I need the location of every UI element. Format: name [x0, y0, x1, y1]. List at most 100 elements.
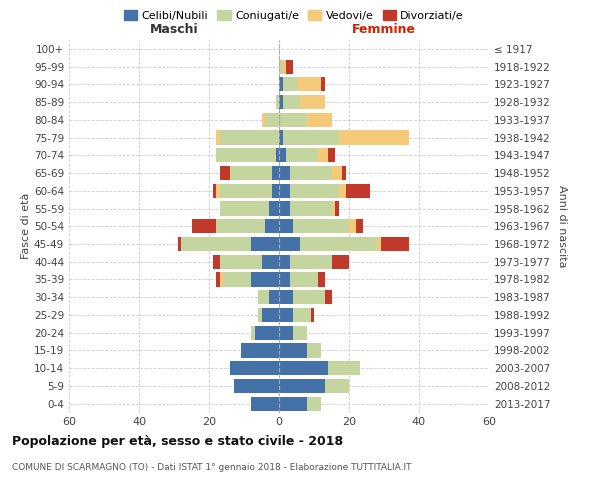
Bar	[331, 254, 349, 269]
Bar	[279, 361, 328, 375]
Bar	[286, 148, 317, 162]
Bar	[346, 184, 370, 198]
Bar	[380, 237, 409, 251]
Bar	[290, 184, 338, 198]
Bar	[220, 184, 272, 198]
Bar	[279, 202, 290, 215]
Bar	[290, 202, 331, 215]
Bar	[212, 254, 220, 269]
Bar	[279, 326, 293, 340]
Text: Femmine: Femmine	[352, 24, 416, 36]
Bar	[307, 344, 321, 357]
Bar	[279, 290, 293, 304]
Bar	[279, 379, 325, 393]
Bar	[220, 202, 269, 215]
Bar	[269, 290, 279, 304]
Bar	[216, 219, 265, 234]
Bar	[279, 60, 283, 74]
Y-axis label: Fasce di età: Fasce di età	[21, 193, 31, 260]
Bar	[279, 95, 283, 109]
Bar	[279, 308, 293, 322]
Bar	[283, 60, 286, 74]
Bar	[342, 166, 346, 180]
Legend: Celibi/Nubili, Coniugati/e, Vedovi/e, Divorziati/e: Celibi/Nubili, Coniugati/e, Vedovi/e, Di…	[119, 6, 469, 25]
Bar	[275, 148, 279, 162]
Bar	[258, 308, 262, 322]
Bar	[279, 130, 283, 144]
Bar	[258, 290, 269, 304]
Bar	[283, 130, 338, 144]
Bar	[269, 202, 279, 215]
Bar	[223, 272, 251, 286]
Bar	[178, 237, 181, 251]
Bar	[191, 219, 216, 234]
Bar	[216, 184, 220, 198]
Bar	[275, 95, 279, 109]
Bar	[293, 290, 325, 304]
Bar	[338, 184, 346, 198]
Bar	[262, 308, 279, 322]
Bar	[290, 272, 317, 286]
Bar	[290, 166, 331, 180]
Bar	[279, 77, 283, 92]
Bar	[317, 148, 328, 162]
Bar	[265, 112, 279, 127]
Bar	[331, 166, 342, 180]
Bar	[349, 219, 356, 234]
Bar	[300, 237, 377, 251]
Bar	[293, 326, 307, 340]
Bar	[220, 166, 230, 180]
Bar	[279, 148, 286, 162]
Bar	[293, 308, 311, 322]
Bar	[331, 202, 335, 215]
Bar	[279, 344, 307, 357]
Text: Popolazione per età, sesso e stato civile - 2018: Popolazione per età, sesso e stato civil…	[12, 435, 343, 448]
Bar	[283, 95, 300, 109]
Bar	[265, 219, 279, 234]
Bar	[307, 396, 321, 410]
Bar	[212, 184, 216, 198]
Bar	[279, 112, 307, 127]
Bar	[181, 237, 251, 251]
Bar	[279, 219, 293, 234]
Bar	[251, 237, 279, 251]
Bar	[279, 254, 290, 269]
Bar	[335, 202, 338, 215]
Bar	[307, 112, 331, 127]
Bar	[230, 361, 279, 375]
Bar	[296, 77, 321, 92]
Bar	[338, 130, 409, 144]
Bar	[321, 77, 325, 92]
Bar	[356, 219, 363, 234]
Y-axis label: Anni di nascita: Anni di nascita	[557, 185, 567, 268]
Bar	[220, 130, 279, 144]
Bar	[328, 361, 359, 375]
Bar	[279, 184, 290, 198]
Bar	[262, 112, 265, 127]
Bar	[279, 237, 300, 251]
Bar	[300, 95, 325, 109]
Bar	[272, 166, 279, 180]
Bar	[328, 148, 335, 162]
Bar	[311, 308, 314, 322]
Bar	[272, 184, 279, 198]
Bar	[216, 148, 275, 162]
Bar	[377, 237, 380, 251]
Bar	[216, 272, 220, 286]
Bar	[317, 272, 325, 286]
Bar	[254, 326, 279, 340]
Bar	[286, 60, 293, 74]
Bar	[251, 396, 279, 410]
Bar	[293, 219, 349, 234]
Bar	[233, 379, 279, 393]
Bar	[220, 254, 262, 269]
Bar	[241, 344, 279, 357]
Bar	[251, 326, 254, 340]
Bar	[279, 272, 290, 286]
Bar	[283, 77, 296, 92]
Bar	[325, 379, 349, 393]
Bar	[279, 396, 307, 410]
Bar	[279, 166, 290, 180]
Text: COMUNE DI SCARMAGNO (TO) - Dati ISTAT 1° gennaio 2018 - Elaborazione TUTTITALIA.: COMUNE DI SCARMAGNO (TO) - Dati ISTAT 1°…	[12, 462, 412, 471]
Bar	[325, 290, 331, 304]
